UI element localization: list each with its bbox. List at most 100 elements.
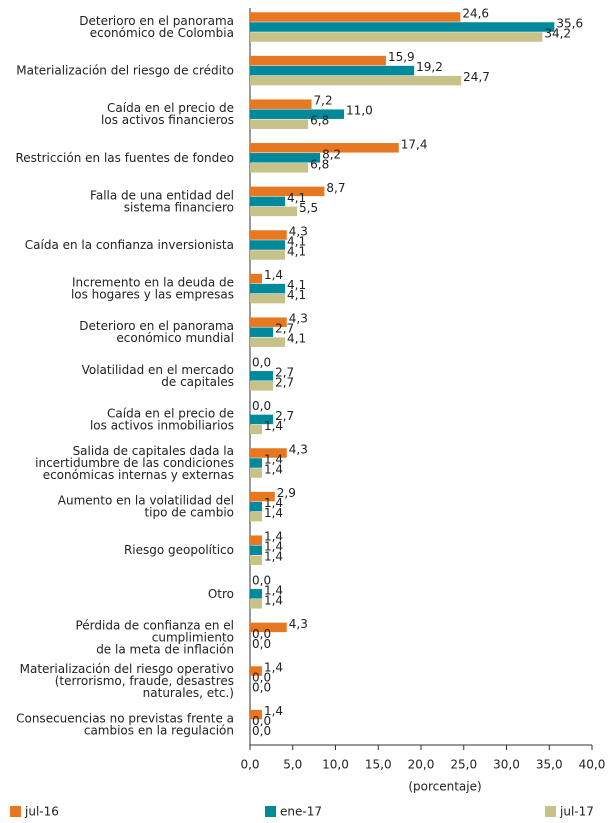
category-label-line: Consecuencias no previstas frente a: [16, 711, 234, 725]
value-label: 4,1: [287, 245, 306, 259]
value-label: 17,4: [401, 137, 428, 151]
value-label: 4,1: [287, 278, 306, 292]
bar: [250, 250, 286, 260]
category-label-line: naturales, etc.): [143, 686, 234, 700]
category-label-line: Pérdida de confianza en el: [75, 618, 234, 632]
category-label-line: Aumento en la volatilidad del: [58, 493, 234, 507]
value-label: 1,4: [264, 453, 283, 467]
category-label: Aumento en la volatilidad del tipo de cam…: [58, 493, 234, 519]
value-label: 1,4: [264, 550, 283, 564]
value-label: 1,4: [264, 530, 283, 544]
bar: [250, 109, 345, 119]
value-label: 6,8: [310, 114, 329, 128]
category-label: Volatilidad en el mercado de capitales: [82, 362, 234, 388]
category-label-line: los activos inmobiliarios: [90, 418, 234, 432]
value-label: 0,0: [252, 724, 271, 738]
value-label: 1,4: [264, 268, 283, 282]
value-label: 24,6: [462, 7, 489, 21]
value-label: 15,9: [388, 50, 415, 64]
value-label: 11,0: [346, 104, 373, 118]
bar: [250, 153, 321, 163]
category-label: Consecuencias no previstas frente a cambi…: [16, 711, 234, 737]
x-tick-label: 5,0: [283, 758, 302, 772]
bar: [250, 709, 262, 720]
bar: [250, 55, 386, 66]
category-label: Pérdida de confianza en el cumplimiento de…: [75, 618, 234, 656]
bar: [250, 240, 286, 250]
category-label: Falla de una entidad del sistema financie…: [90, 188, 234, 214]
category-label-line: cambios en la regulación: [84, 723, 234, 737]
x-tick-label: 15,0: [365, 758, 392, 772]
bar: [250, 491, 275, 502]
bar: [250, 163, 309, 173]
legend-label: jul-16: [24, 805, 59, 819]
bar: [250, 317, 287, 327]
value-label: 0,0: [252, 714, 271, 728]
category-label: Restricción en las fuentes de fondeo: [15, 150, 234, 164]
value-label: 2,7: [275, 409, 294, 423]
category-label-line: económico de Colombia: [90, 26, 234, 40]
bar: [250, 555, 262, 565]
bar: [250, 65, 415, 76]
category-label: Deterioro en el panorama económico mundia…: [79, 319, 234, 345]
value-label: 1,4: [264, 463, 283, 477]
legend-swatch: [265, 806, 276, 817]
bar: [250, 622, 287, 633]
value-label: 1,4: [264, 704, 283, 718]
category-label: Caída en el precio de los activos financi…: [101, 101, 234, 127]
value-label: 0,0: [252, 627, 271, 641]
category-label-line: tipo de cambio: [144, 505, 234, 519]
bar: [250, 283, 286, 294]
x-tick-label: 40,0: [579, 758, 606, 772]
bar: [250, 196, 286, 207]
value-label: 1,4: [264, 583, 283, 597]
value-label: 2,7: [275, 365, 294, 379]
category-label-line: los activos financieros: [101, 113, 234, 127]
category-label-line: de la meta de inflación: [96, 642, 234, 656]
category-label-line: sistema financiero: [124, 200, 234, 214]
bar: [250, 599, 262, 609]
value-label: 19,2: [416, 60, 443, 74]
x-tick-label: 20,0: [408, 758, 435, 772]
category-label-line: Riesgo geopolítico: [124, 543, 234, 557]
value-label: 0,0: [252, 671, 271, 685]
value-label: 0,0: [252, 355, 271, 369]
value-label: 4,1: [287, 332, 306, 346]
bar: [250, 468, 262, 478]
value-label: 24,7: [463, 70, 490, 84]
x-tick-label: 35,0: [536, 758, 563, 772]
category-label-line: los hogares y las empresas: [71, 287, 234, 301]
value-label: 8,2: [322, 147, 341, 161]
category-label: Caída en la confianza inversionista: [25, 238, 234, 252]
bar: [250, 186, 325, 197]
value-label: 1,4: [264, 419, 283, 433]
value-label: 34,2: [544, 27, 571, 41]
bar: [250, 327, 274, 337]
category-label-line: Otro: [208, 586, 234, 600]
x-tick-label: 10,0: [322, 758, 349, 772]
x-tick-label: 0,0: [240, 758, 259, 772]
category-label: Materialización del riesgo operativo (ter…: [20, 662, 234, 700]
value-label: 5,5: [299, 201, 318, 215]
value-label: 35,6: [556, 17, 583, 31]
value-label: 4,3: [289, 312, 308, 326]
category-label: Salida de capitales dada la incertidumbre…: [35, 444, 234, 482]
legend-label: jul-17: [559, 805, 594, 819]
value-label: 1,4: [264, 593, 283, 607]
value-label: 1,4: [264, 496, 283, 510]
bar: [250, 32, 543, 42]
bar: [250, 22, 555, 32]
category-label: Incremento en la deuda de los hogares y l…: [71, 275, 234, 301]
category-label: Riesgo geopolítico: [124, 543, 234, 557]
x-axis-label: (porcentaje): [408, 780, 481, 794]
value-label: 2,9: [277, 486, 296, 500]
bar: [250, 414, 274, 425]
category-label-line: de capitales: [161, 374, 234, 388]
legend-swatch: [10, 806, 21, 817]
category-label-line: Volatilidad en el mercado: [82, 362, 234, 376]
category-label: Materialización del riesgo de crédito: [16, 63, 234, 77]
category-label-line: Falla de una entidad del: [90, 188, 234, 202]
category-label: Otro: [208, 586, 234, 600]
value-label: 0,0: [252, 637, 271, 651]
